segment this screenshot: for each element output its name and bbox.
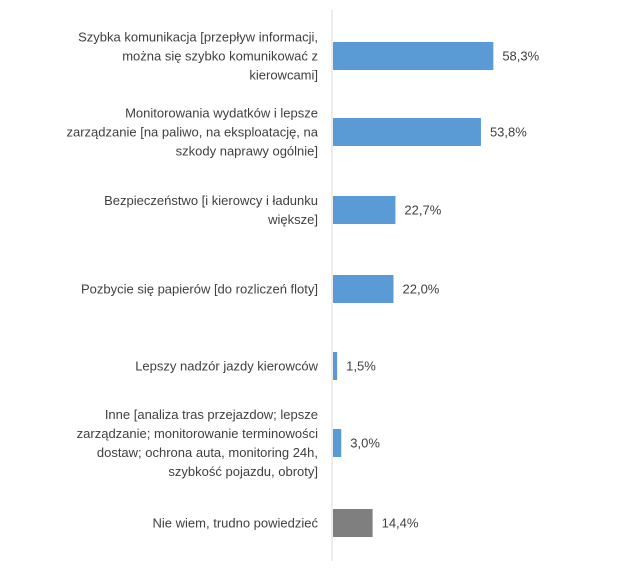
data-label: 14,4%	[382, 516, 419, 531]
bar	[333, 509, 373, 537]
bar	[333, 196, 396, 224]
category-labels: Szybka komunikacja [przepływ informacji,…	[67, 30, 319, 531]
bar	[333, 118, 481, 146]
bar	[333, 42, 494, 70]
bar	[333, 275, 394, 303]
data-label: 22,7%	[404, 203, 441, 218]
category-label: Szybka komunikacja [przepływ informacji,…	[78, 30, 318, 83]
category-label: Monitorowania wydatków i lepsze zarządzan…	[67, 106, 319, 159]
data-label: 58,3%	[502, 49, 539, 64]
category-label: Pozbycie się papierów [do rozliczeń flot…	[81, 282, 318, 297]
category-label: Lepszy nadzór jazdy kierowców	[135, 359, 318, 374]
data-labels: 58,3% 53,8% 22,7% 22,0% 1,5% 3,0% 14,4%	[346, 49, 540, 531]
data-label: 3,0%	[350, 436, 380, 451]
bars	[333, 42, 494, 537]
bar	[333, 352, 338, 380]
bar	[333, 429, 342, 457]
category-label: Inne [analiza tras przejazdow; lepsze zar…	[77, 407, 318, 479]
data-label: 22,0%	[403, 282, 440, 297]
data-label: 53,8%	[490, 125, 527, 140]
data-label: 1,5%	[346, 359, 376, 374]
category-label: Nie wiem, trudno powiedzieć	[153, 516, 319, 531]
category-label: Bezpieczeństwo [i kierowcy i ładunku więk…	[104, 193, 318, 227]
